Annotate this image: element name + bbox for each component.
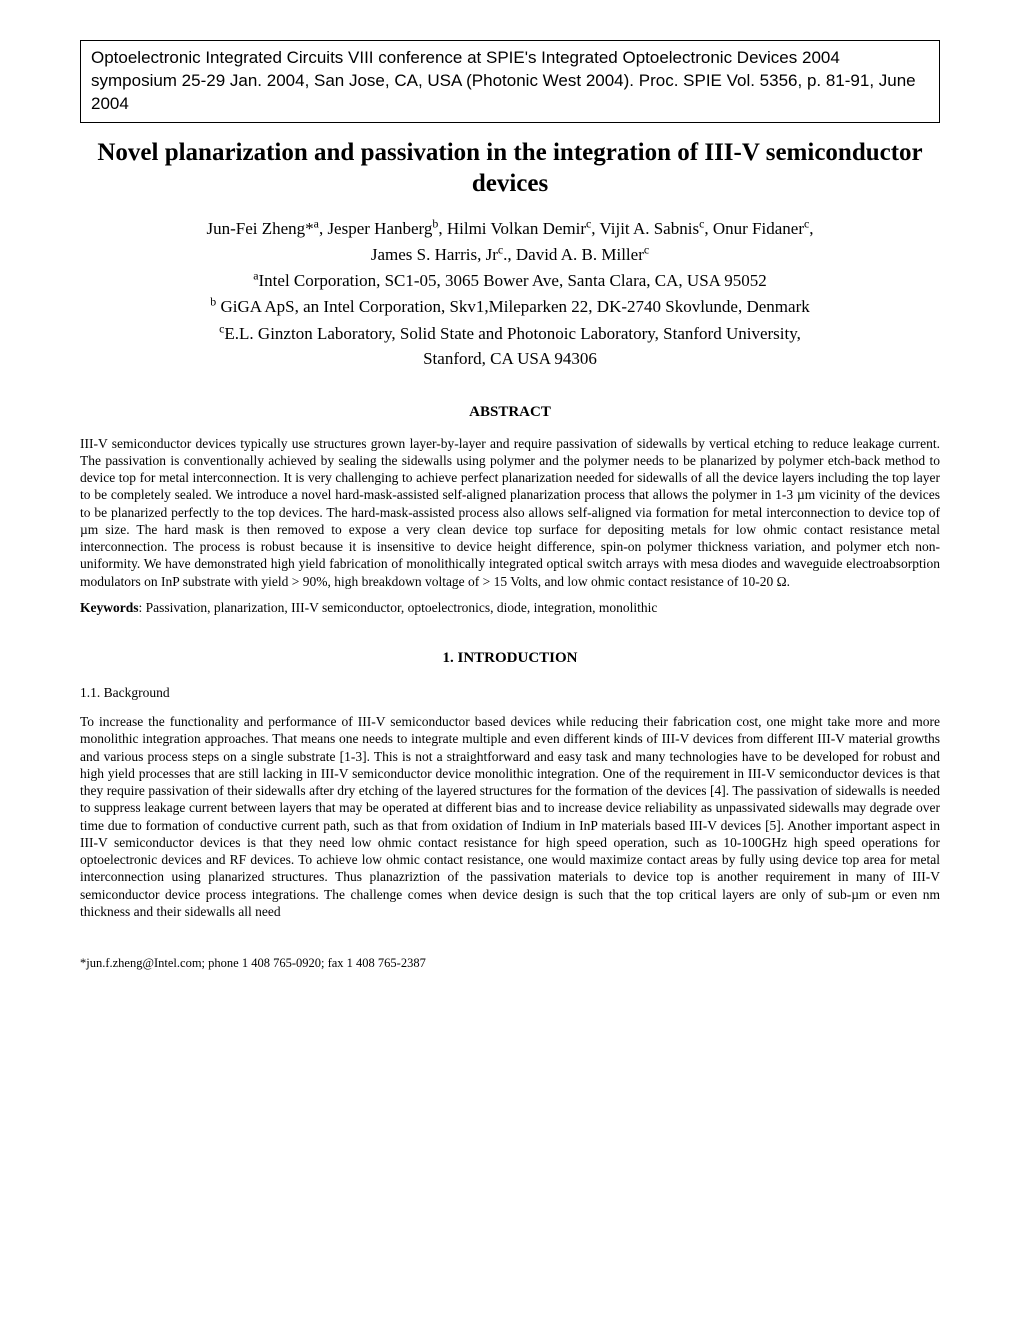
keywords-line: Keywords: Passivation, planarization, II…	[80, 600, 940, 616]
paper-title: Novel planarization and passivation in t…	[80, 137, 940, 200]
affil-c-line2: Stanford, CA USA 94306	[423, 349, 597, 368]
affil-c: cE.L. Ginzton Laboratory, Solid State an…	[219, 324, 801, 343]
keywords-text: : Passivation, planarization, III-V semi…	[139, 600, 658, 615]
affil-b: b GiGA ApS, an Intel Corporation, Skv1,M…	[210, 297, 809, 316]
affil-a: aIntel Corporation, SC1-05, 3065 Bower A…	[253, 271, 767, 290]
conference-text: Optoelectronic Integrated Circuits VIII …	[91, 48, 916, 113]
authors-block: Jun-Fei Zheng*a, Jesper Hanbergb, Hilmi …	[80, 215, 940, 267]
abstract-text: III-V semiconductor devices typically us…	[80, 435, 940, 590]
affiliations-block: aIntel Corporation, SC1-05, 3065 Bower A…	[80, 268, 940, 372]
abstract-heading: ABSTRACT	[80, 404, 940, 421]
footnote: *jun.f.zheng@Intel.com; phone 1 408 765-…	[80, 956, 940, 971]
authors-line-2: James S. Harris, Jrc., David A. B. Mille…	[371, 245, 649, 264]
authors-line-1: Jun-Fei Zheng*a, Jesper Hanbergb, Hilmi …	[206, 219, 813, 238]
keywords-label: Keywords	[80, 600, 139, 615]
section-1-1-heading: 1.1. Background	[80, 685, 940, 701]
section-1-heading: 1. INTRODUCTION	[80, 650, 940, 667]
conference-box: Optoelectronic Integrated Circuits VIII …	[80, 40, 940, 123]
section-1-1-text: To increase the functionality and perfor…	[80, 713, 940, 920]
